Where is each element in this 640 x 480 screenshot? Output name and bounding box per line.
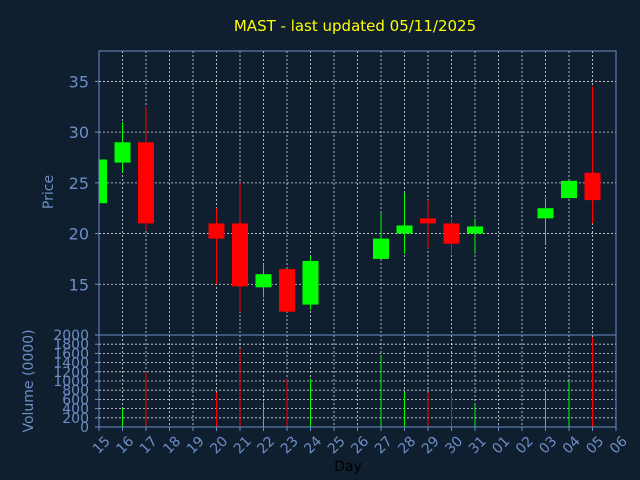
- candle-body: [138, 142, 154, 224]
- volume-tick-label: 600: [62, 392, 89, 408]
- volume-tick-label: 1000: [53, 374, 89, 390]
- candle-body: [537, 208, 554, 219]
- x-tick-label: 17: [137, 433, 161, 457]
- x-tick-label: 15: [90, 433, 114, 457]
- x-axis-ticks: 15 16 17 18 19 20 21 22 23 24 25 26 27 28 29 30 31 01 02 03…: [90, 427, 631, 457]
- volume-tick-label: 1400: [53, 356, 89, 372]
- volume-tick-label: 200: [62, 411, 89, 427]
- x-tick-label: 03: [536, 433, 560, 457]
- x-tick-label: 18: [160, 433, 184, 457]
- volume-bars: [122, 337, 593, 427]
- price-axis-ticks: 15 20 25 30 35: [69, 72, 99, 294]
- candle-body: [279, 269, 295, 312]
- x-tick-label: 19: [184, 433, 208, 457]
- candle-body: [443, 223, 460, 244]
- candle-body: [255, 274, 272, 288]
- x-tick-label: 06: [607, 433, 631, 457]
- price-tick-label: 20: [69, 225, 89, 244]
- x-tick-label: 01: [489, 433, 513, 457]
- volume-tick-label: 1200: [53, 365, 89, 381]
- candle-body: [561, 180, 577, 199]
- x-tick-label: 20: [207, 433, 231, 457]
- candle-body: [99, 159, 107, 204]
- x-tick-label: 04: [560, 433, 584, 457]
- volume-tick-label: 1800: [53, 337, 89, 353]
- x-tick-label: 02: [513, 433, 537, 457]
- x-tick-label: 24: [301, 433, 325, 457]
- candle-body: [396, 225, 413, 234]
- x-tick-label: 30: [442, 433, 466, 457]
- x-tick-label: 16: [113, 433, 137, 457]
- x-tick-label: 27: [372, 433, 396, 457]
- volume-tick-label: 1600: [53, 346, 89, 362]
- volume-gridlines: [99, 335, 616, 427]
- x-tick-label: 22: [254, 433, 278, 457]
- candle-body: [467, 226, 483, 234]
- x-tick-label: 05: [583, 433, 607, 457]
- candle-body: [373, 238, 389, 259]
- price-tick-label: 15: [69, 275, 89, 294]
- volume-tick-label: 0: [80, 420, 89, 436]
- x-tick-label: 31: [466, 433, 490, 457]
- candle-body: [420, 218, 436, 224]
- price-tick-label: 35: [69, 72, 89, 91]
- volume-tick-label: 800: [62, 383, 89, 399]
- x-tick-label: 23: [278, 433, 302, 457]
- x-tick-label: 28: [395, 433, 419, 457]
- x-tick-label: 25: [325, 433, 349, 457]
- price-gridlines: [99, 51, 616, 335]
- x-tick-label: 26: [348, 433, 372, 457]
- x-tick-label: 21: [231, 433, 255, 457]
- chart-title: MAST - last updated 05/11/2025: [234, 17, 476, 35]
- volume-tick-label: 400: [62, 402, 89, 418]
- candle-body: [232, 223, 248, 287]
- price-tick-label: 30: [69, 123, 89, 142]
- candle-body: [114, 142, 131, 163]
- price-candles: [98, 86, 601, 312]
- price-tick-label: 25: [69, 174, 89, 193]
- x-axis-label: Day: [334, 459, 362, 475]
- volume-tick-label: 2000: [53, 328, 89, 344]
- price-axis-label: Price: [41, 175, 57, 209]
- candle-body: [302, 260, 319, 305]
- candle-body: [208, 223, 225, 239]
- x-tick-label: 29: [419, 433, 443, 457]
- candle-body: [584, 172, 601, 201]
- volume-axis-label: Volume (0000): [21, 329, 37, 432]
